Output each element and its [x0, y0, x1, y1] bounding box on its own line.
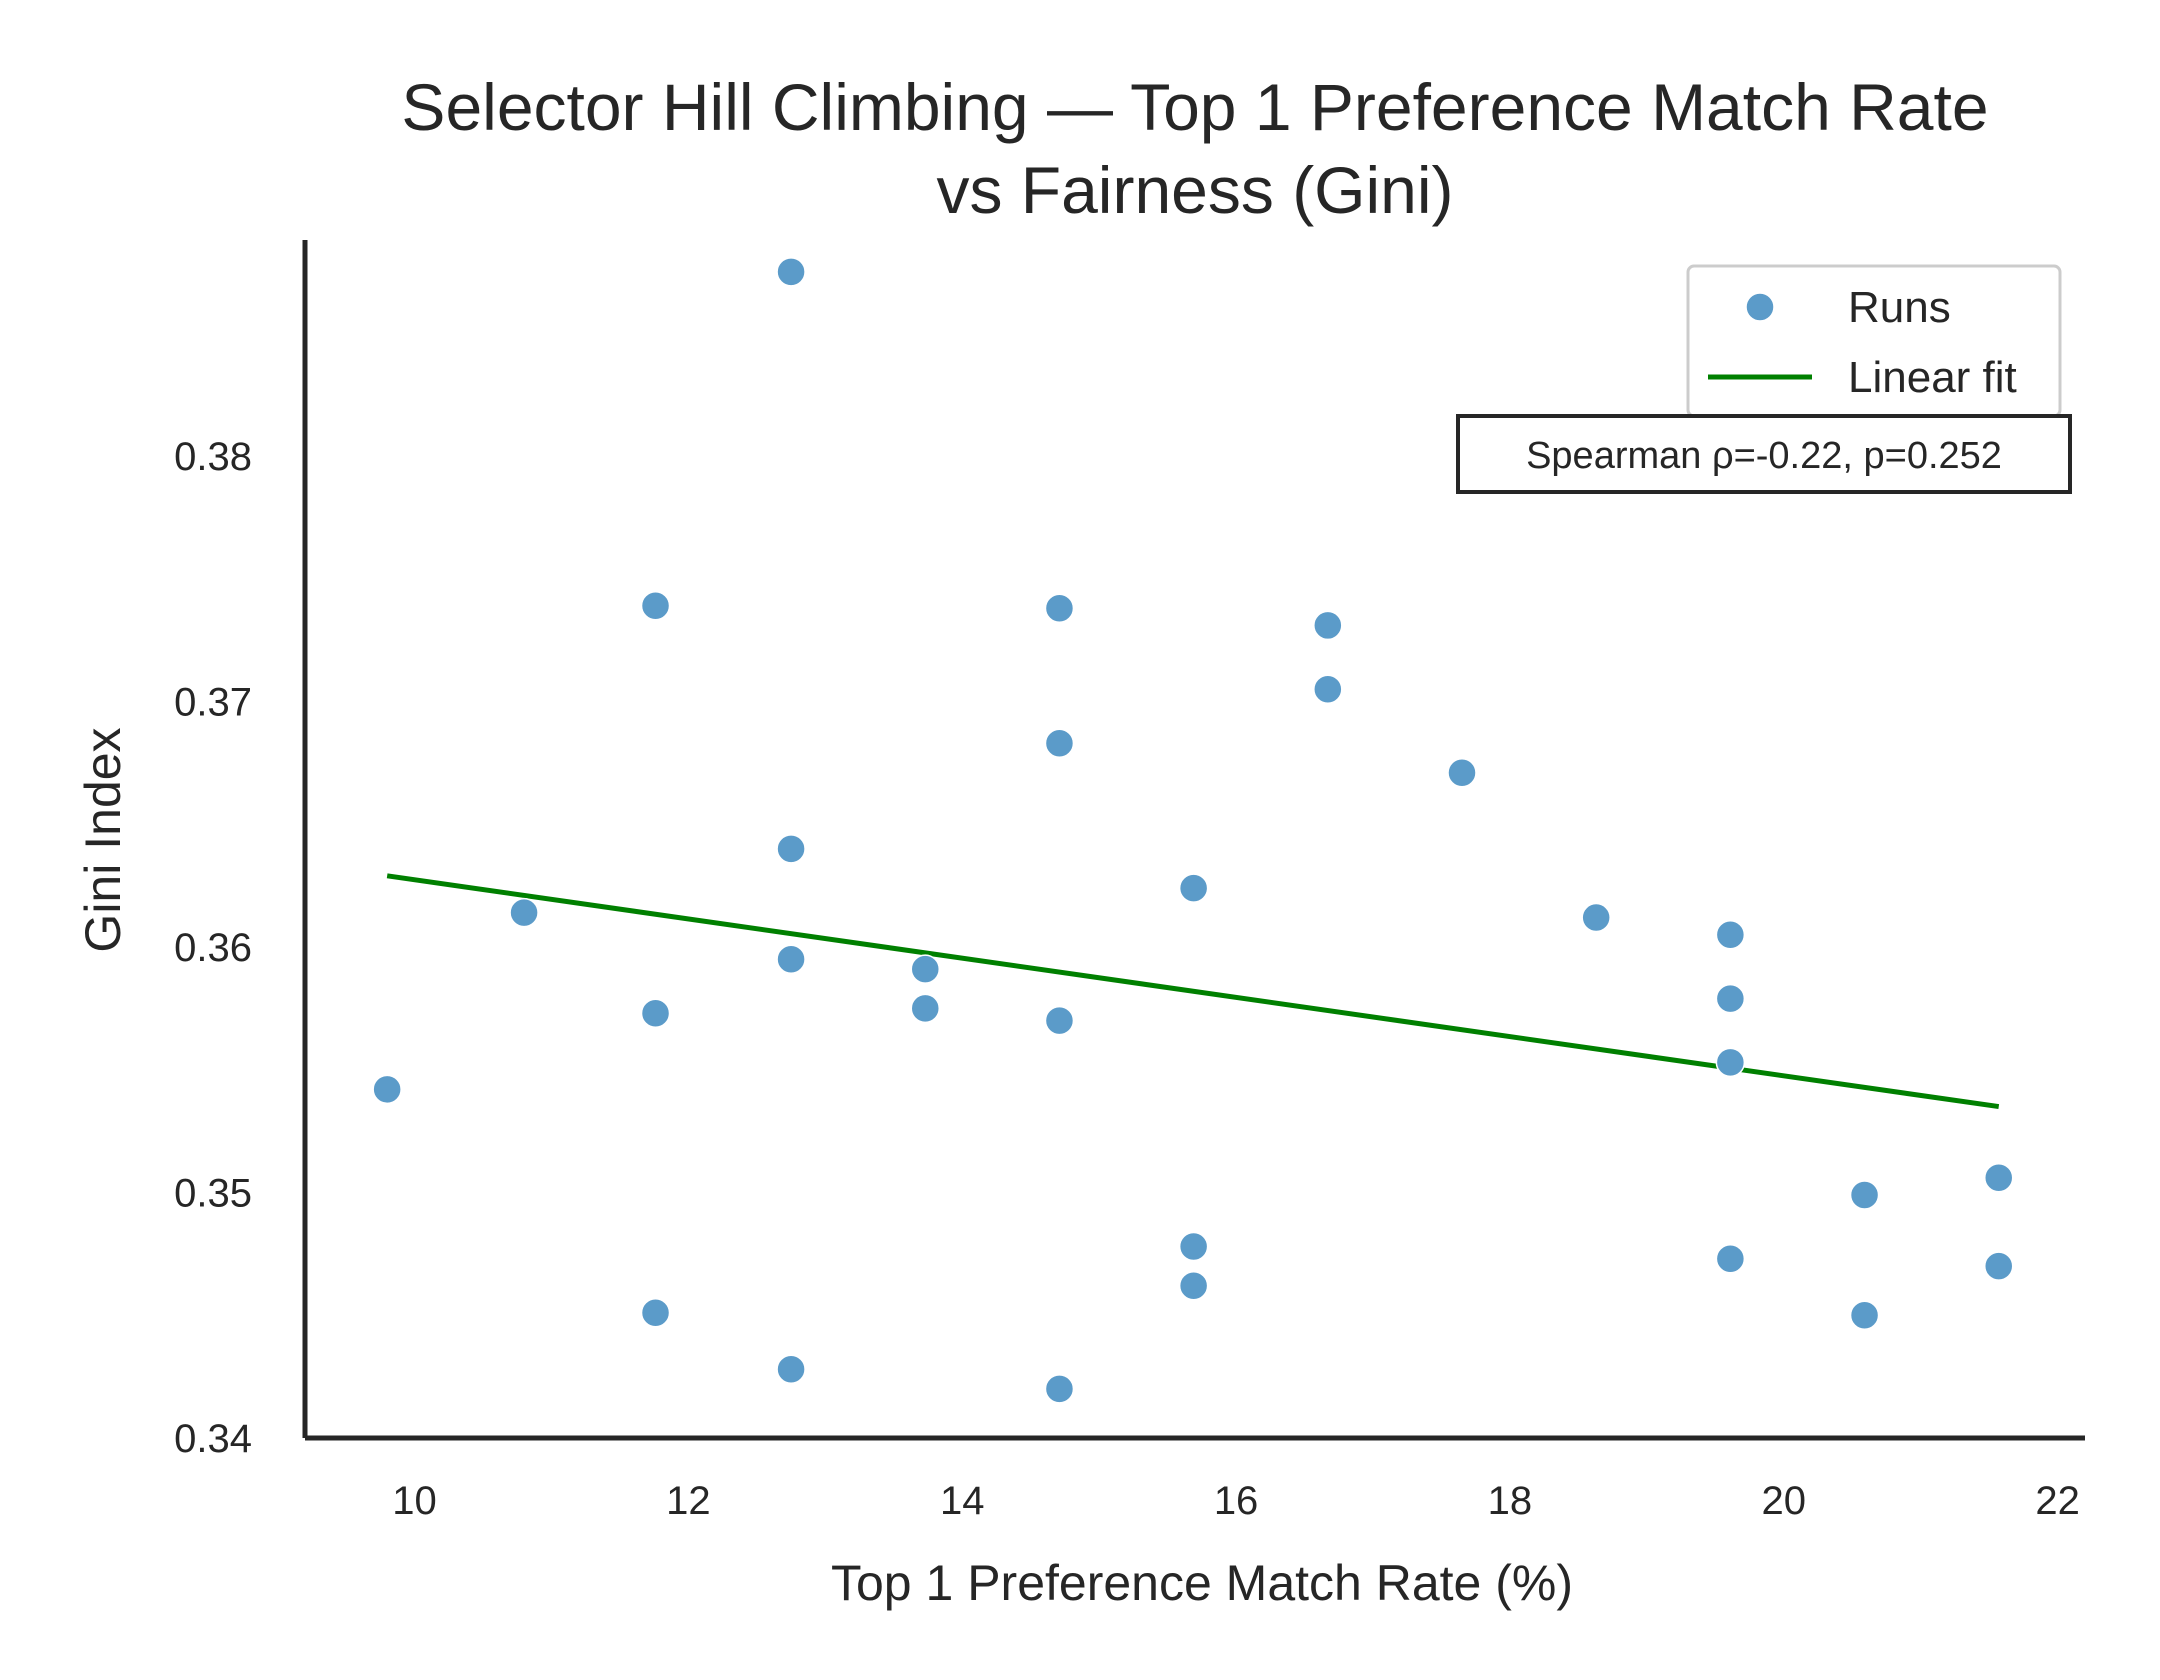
run-point: [372, 1074, 402, 1105]
run-point: [1313, 610, 1343, 641]
run-point: [509, 897, 539, 928]
run-point: [1581, 902, 1611, 933]
run-point: [776, 1354, 806, 1385]
y-axis-label: Gini Index: [75, 727, 131, 952]
run-point: [1178, 873, 1209, 903]
y-tick-label: 0.37: [174, 681, 252, 725]
run-point: [1044, 1374, 1075, 1404]
run-point: [1715, 919, 1746, 950]
run-point: [1044, 1005, 1075, 1036]
annotation-text: Spearman ρ=-0.22, p=0.252: [1526, 435, 2002, 477]
run-point: [910, 954, 941, 984]
y-tick-label: 0.36: [174, 926, 252, 970]
legend: Runs Linear fit: [1686, 264, 2062, 418]
y-tick-label: 0.35: [174, 1172, 252, 1216]
run-point: [1849, 1300, 1880, 1331]
annotation-box: [1456, 414, 2072, 494]
legend-runs-label: Runs: [1848, 283, 1951, 332]
spearman-annotation: Spearman ρ=-0.22, p=0.252: [1456, 414, 2072, 494]
legend-fit-label: Linear fit: [1848, 353, 2017, 402]
run-point: [1983, 1163, 2014, 1193]
run-point: [1178, 1231, 1209, 1262]
run-point: [1178, 1271, 1209, 1301]
runs-series: [372, 257, 2014, 1404]
x-tick-label: 18: [1488, 1479, 1533, 1523]
chart-title-line-2: vs Fairness (Gini): [936, 153, 1453, 227]
x-axis-label: Top 1 Preference Match Rate (%): [831, 1555, 1573, 1611]
run-point: [1983, 1251, 2014, 1281]
legend-runs-marker: [1745, 292, 1775, 322]
run-point: [776, 944, 806, 975]
run-point: [1715, 983, 1746, 1014]
run-point: [1715, 1244, 1746, 1274]
run-point: [910, 993, 941, 1024]
x-tick-label: 12: [666, 1479, 711, 1523]
x-tick-label: 10: [392, 1479, 437, 1523]
run-point: [776, 834, 806, 864]
run-point: [1044, 728, 1075, 759]
x-tick-label: 20: [1762, 1479, 1807, 1523]
run-point: [640, 591, 671, 621]
linear-fit-line: [386, 873, 2000, 1110]
y-tick-label: 0.34: [174, 1417, 252, 1461]
chart-title-line-1: Selector Hill Climbing — Top 1 Preferenc…: [401, 70, 1988, 144]
x-tick-label: 16: [1214, 1479, 1259, 1523]
axes: 10 12 14 16 18 20 22 0.34 0.35 0.36 0.37 0.38: [174, 240, 2085, 1523]
run-point: [1044, 593, 1075, 623]
run-point: [640, 1298, 671, 1328]
linear-fit-series: [386, 873, 2000, 1110]
run-point: [640, 998, 671, 1029]
run-point: [1447, 757, 1477, 788]
run-point: [1715, 1047, 1746, 1078]
run-point: [1313, 674, 1343, 704]
run-point: [776, 257, 806, 287]
run-point: [1849, 1180, 1880, 1210]
x-tick-label: 14: [940, 1479, 985, 1523]
chart-title: Selector Hill Climbing — Top 1 Preferenc…: [401, 70, 1988, 227]
y-tick-label: 0.38: [174, 435, 252, 479]
x-tick-label: 22: [2035, 1479, 2080, 1523]
